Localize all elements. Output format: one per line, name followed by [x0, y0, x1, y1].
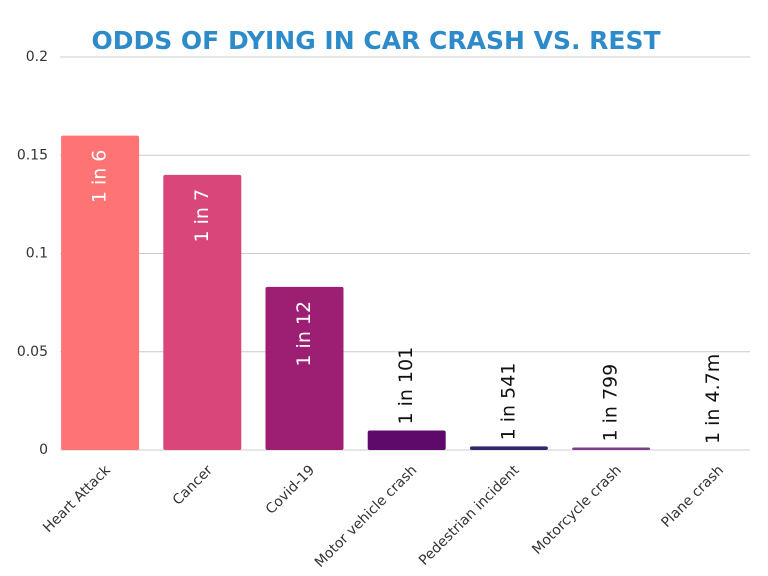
x-tick-label: Plane crash	[658, 462, 727, 531]
x-tick-label: Heart Attack	[40, 462, 114, 536]
value-label: 1 in 6	[89, 150, 111, 204]
x-tick-label: Covid-19	[263, 462, 318, 517]
bar	[572, 447, 651, 450]
bar	[367, 430, 446, 450]
value-label: 1 in 7	[191, 189, 213, 243]
value-label: 1 in 101	[395, 347, 417, 425]
y-tick-label: 0.15	[17, 147, 48, 163]
x-tick-label: Cancer	[170, 462, 216, 508]
bar	[61, 135, 140, 450]
y-tick-label: 0	[39, 442, 48, 458]
bar	[469, 446, 548, 450]
y-tick-label: 0.1	[26, 246, 48, 262]
value-label: 1 in 12	[293, 301, 315, 367]
bar	[265, 286, 344, 450]
value-label: 1 in 799	[600, 364, 622, 442]
value-label: 1 in 541	[497, 363, 519, 441]
x-tick-label: Pedestrian incident	[416, 462, 523, 569]
value-label: 1 in 4.7m	[702, 354, 724, 444]
x-tick-label: Motor vehicle crash	[312, 462, 420, 570]
chart-title: ODDS OF DYING IN CAR CRASH VS. REST	[91, 26, 660, 55]
x-tick-label: Motorcycle crash	[529, 462, 624, 557]
bar	[163, 174, 242, 450]
y-tick-label: 0.2	[26, 49, 48, 65]
y-tick-label: 0.05	[17, 344, 48, 360]
